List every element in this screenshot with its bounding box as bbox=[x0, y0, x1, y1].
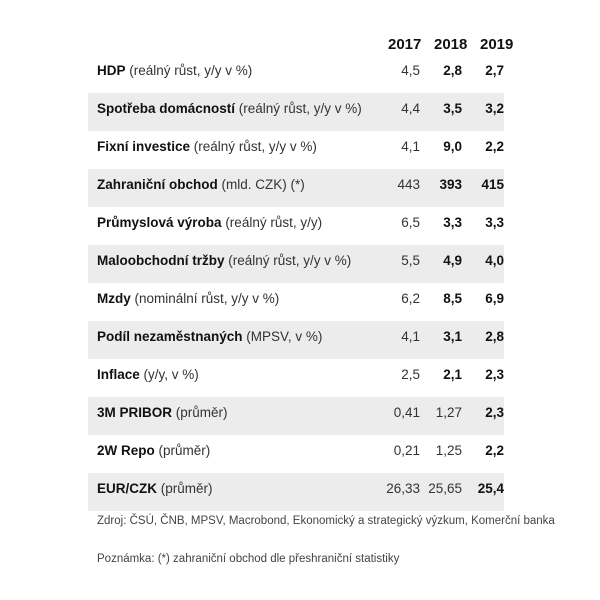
value-2018: 393 bbox=[439, 177, 462, 192]
indicator-unit: (reálný růst, y/y v %) bbox=[224, 253, 352, 268]
table-row: Inflace (y/y, v %) 2,5 2,1 2,3 bbox=[88, 359, 504, 397]
value-2017: 0,21 bbox=[393, 443, 420, 458]
year-header-row: 2017 2018 2019 bbox=[384, 36, 520, 58]
value-2019: 2,2 bbox=[485, 139, 504, 154]
value-2018: 1,27 bbox=[435, 405, 462, 420]
indicator-name: Zahraniční obchod bbox=[97, 177, 218, 192]
value-2017: 4,1 bbox=[401, 139, 420, 154]
value-2019: 3,2 bbox=[485, 101, 504, 116]
value-2017: 6,2 bbox=[401, 291, 420, 306]
value-2017: 26,33 bbox=[386, 481, 420, 496]
row-label: HDP (reálný růst, y/y v %) bbox=[97, 55, 252, 86]
value-2019: 2,2 bbox=[485, 443, 504, 458]
row-label: Průmyslová výroba (reálný růst, y/y) bbox=[97, 207, 322, 238]
indicator-name: 3M PRIBOR bbox=[97, 405, 173, 420]
indicator-unit: (reálný růst, y/y) bbox=[221, 215, 323, 230]
row-label: Fixní investice (reálný růst, y/y v %) bbox=[97, 131, 317, 162]
indicator-unit: (reálný růst, y/y v %) bbox=[235, 101, 362, 116]
indicator-name: Podíl nezaměstnaných bbox=[97, 329, 243, 344]
value-2017: 6,5 bbox=[401, 215, 420, 230]
table-row: Podíl nezaměstnaných (MPSV, v %) 4,1 3,1… bbox=[88, 321, 504, 359]
value-2019: 4,0 bbox=[485, 253, 504, 268]
value-2018: 9,0 bbox=[443, 139, 462, 154]
indicator-unit: (y/y, v %) bbox=[139, 367, 199, 382]
value-2017: 4,4 bbox=[401, 101, 420, 116]
row-label: 3M PRIBOR (průměr) bbox=[97, 397, 228, 428]
value-2018: 8,5 bbox=[443, 291, 462, 306]
indicator-unit: (nominální růst, y/y v %) bbox=[130, 291, 280, 306]
row-label: Maloobchodní tržby (reálný růst, y/y v %… bbox=[97, 245, 351, 276]
indicator-unit: (průměr) bbox=[157, 481, 213, 496]
indicator-name: HDP bbox=[97, 63, 126, 78]
table-row: 2W Repo (průměr) 0,21 1,25 2,2 bbox=[88, 435, 504, 473]
table-row: Průmyslová výroba (reálný růst, y/y) 6,5… bbox=[88, 207, 504, 245]
table-row: 3M PRIBOR (průměr) 0,41 1,27 2,3 bbox=[88, 397, 504, 435]
table-row: Mzdy (nominální růst, y/y v %) 6,2 8,5 6… bbox=[88, 283, 504, 321]
value-2017: 5,5 bbox=[401, 253, 420, 268]
row-label: Podíl nezaměstnaných (MPSV, v %) bbox=[97, 321, 322, 352]
indicator-name: 2W Repo bbox=[97, 443, 155, 458]
value-2019: 2,7 bbox=[485, 63, 504, 78]
indicator-name: Inflace bbox=[97, 367, 140, 382]
value-2017: 443 bbox=[397, 177, 420, 192]
indicator-name: Mzdy bbox=[97, 291, 131, 306]
value-2018: 25,65 bbox=[428, 481, 462, 496]
source-note: Zdroj: ČSÚ, ČNB, MPSV, Macrobond, Ekonom… bbox=[97, 515, 555, 527]
row-label: EUR/CZK (průměr) bbox=[97, 473, 213, 504]
table-row: EUR/CZK (průměr) 26,33 25,65 25,4 bbox=[88, 473, 504, 511]
value-2019: 2,3 bbox=[485, 405, 504, 420]
year-header-2018: 2018 bbox=[434, 36, 468, 53]
indicator-unit: (reálný růst, y/y v %) bbox=[190, 139, 317, 154]
row-label: Zahraniční obchod (mld. CZK) (*) bbox=[97, 169, 305, 200]
indicator-name: Maloobchodní tržby bbox=[97, 253, 225, 268]
footnote: Poznámka: (*) zahraniční obchod dle přes… bbox=[97, 553, 400, 565]
value-2018: 3,5 bbox=[443, 101, 462, 116]
value-2018: 2,1 bbox=[443, 367, 462, 382]
indicator-name: Průmyslová výroba bbox=[97, 215, 222, 230]
value-2017: 4,5 bbox=[401, 63, 420, 78]
forecast-table: HDP (reálný růst, y/y v %) 4,5 2,8 2,7 S… bbox=[88, 55, 504, 511]
value-2018: 3,1 bbox=[443, 329, 462, 344]
value-2019: 6,9 bbox=[485, 291, 504, 306]
row-label: Inflace (y/y, v %) bbox=[97, 359, 199, 390]
value-2017: 2,5 bbox=[401, 367, 420, 382]
indicator-unit: (průměr) bbox=[172, 405, 228, 420]
value-2018: 2,8 bbox=[443, 63, 462, 78]
value-2019: 2,8 bbox=[485, 329, 504, 344]
year-header-2017: 2017 bbox=[388, 36, 422, 53]
value-2017: 0,41 bbox=[393, 405, 420, 420]
indicator-unit: (mld. CZK) (*) bbox=[217, 177, 305, 192]
value-2019: 2,3 bbox=[485, 367, 504, 382]
row-label: Mzdy (nominální růst, y/y v %) bbox=[97, 283, 279, 314]
value-2018: 4,9 bbox=[443, 253, 462, 268]
indicator-unit: (MPSV, v %) bbox=[242, 329, 323, 344]
row-label: Spotřeba domácností (reálný růst, y/y v … bbox=[97, 93, 362, 124]
table-row: Spotřeba domácností (reálný růst, y/y v … bbox=[88, 93, 504, 131]
year-header-2019: 2019 bbox=[480, 36, 514, 53]
value-2019: 25,4 bbox=[477, 481, 504, 496]
table-row: Maloobchodní tržby (reálný růst, y/y v %… bbox=[88, 245, 504, 283]
table-row: Zahraniční obchod (mld. CZK) (*) 443 393… bbox=[88, 169, 504, 207]
value-2019: 3,3 bbox=[485, 215, 504, 230]
indicator-name: Spotřeba domácností bbox=[97, 101, 236, 116]
value-2019: 415 bbox=[481, 177, 504, 192]
value-2017: 4,1 bbox=[401, 329, 420, 344]
indicator-name: EUR/CZK bbox=[97, 481, 157, 496]
table-row: Fixní investice (reálný růst, y/y v %) 4… bbox=[88, 131, 504, 169]
table-row: HDP (reálný růst, y/y v %) 4,5 2,8 2,7 bbox=[88, 55, 504, 93]
indicator-unit: (průměr) bbox=[154, 443, 211, 458]
value-2018: 1,25 bbox=[435, 443, 462, 458]
value-2018: 3,3 bbox=[443, 215, 462, 230]
indicator-name: Fixní investice bbox=[97, 139, 191, 154]
indicator-unit: (reálný růst, y/y v %) bbox=[125, 63, 253, 78]
row-label: 2W Repo (průměr) bbox=[97, 435, 210, 466]
